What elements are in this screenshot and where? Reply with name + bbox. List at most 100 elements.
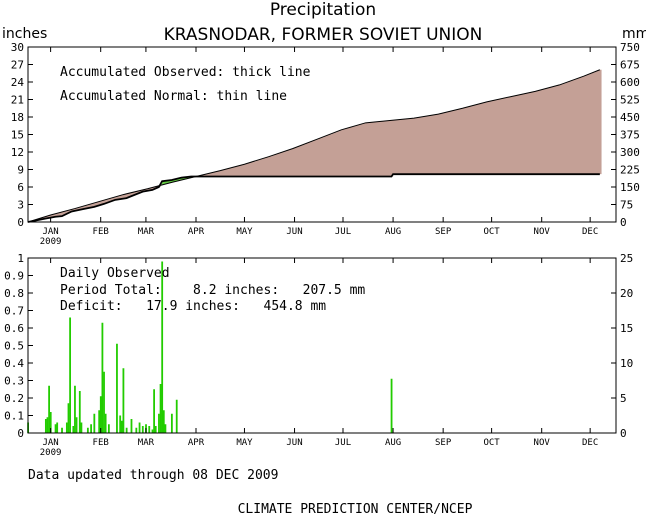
bottom-left-tick-label: 0.2 (4, 392, 24, 405)
top-right-tick-label: 0 (620, 216, 627, 229)
daily-bar (116, 343, 118, 433)
daily-bar (78, 391, 81, 433)
deficit-area (29, 69, 602, 222)
bottom-month-label: DEC (582, 438, 598, 448)
bottom-month-label: MAY (236, 438, 253, 448)
daily-bar (101, 322, 104, 433)
period-total-label: Period Total: 8.2 inches: 207.5 mm (60, 283, 365, 298)
daily-bar (135, 427, 138, 433)
daily-bar (153, 389, 155, 433)
daily-bar (99, 396, 102, 433)
daily-bar (161, 261, 164, 433)
bottom-left-tick-label: 0.7 (4, 305, 24, 318)
daily-bar (54, 424, 57, 433)
bottom-month-label: JAN (42, 438, 58, 448)
accumulated-normal-line (27, 69, 601, 223)
top-right-tick-label: 225 (620, 164, 640, 177)
daily-bar (93, 413, 96, 433)
top-left-tick-label: 24 (11, 76, 25, 89)
daily-bar (98, 410, 101, 433)
bottom-month-ticks: JAN FEB MAR APR MAY JUN JUL AUG SEP OCT NOV DEC 2009 (40, 258, 598, 458)
bottom-month-label: JUN (286, 438, 302, 448)
daily-bar (72, 426, 75, 433)
top-right-tick-label: 375 (620, 129, 640, 142)
bottom-month-label: SEP (435, 438, 452, 448)
top-month-label: SEP (435, 227, 452, 237)
daily-bar (158, 413, 160, 433)
accumulated-panel: 0 3 6 9 12 15 18 21 24 27 30 0 75 150 225 300 375 450 525… (11, 41, 640, 247)
right-unit-label: mm (622, 26, 646, 42)
daily-bar (148, 426, 151, 433)
bottom-left-tick-label: 0 (17, 427, 24, 440)
daily-observed-label: Daily Observed (60, 266, 170, 281)
top-left-ticks: 0 3 6 9 12 15 18 21 24 27 30 (11, 41, 33, 229)
daily-bar (162, 410, 165, 433)
daily-bar (175, 399, 178, 433)
daily-bar (44, 419, 47, 433)
daily-bar (67, 403, 70, 433)
bottom-month-label: OCT (483, 438, 500, 448)
chart-title: Precipitation (270, 0, 376, 20)
top-month-label: OCT (483, 227, 500, 237)
top-month-label: JAN (42, 227, 58, 237)
top-legend-observed: Accumulated Observed: thick line (60, 65, 311, 80)
top-month-label: MAY (236, 227, 253, 237)
daily-bar (46, 417, 49, 433)
daily-bar (65, 422, 68, 433)
top-right-ticks: 0 75 150 225 300 375 450 525 600 675 750 (611, 41, 640, 229)
daily-panel: 0 0.1 0.2 0.3 0.4 0.5 0.6 0.7 0.8 0.9 1 0 5 10 15 20 25… (4, 252, 633, 458)
top-right-tick-label: 150 (620, 181, 640, 194)
bottom-left-ticks: 0 0.1 0.2 0.3 0.4 0.5 0.6 0.7 0.8 0.9 1 (4, 252, 33, 440)
bottom-month-label: APR (188, 438, 205, 448)
top-left-tick-label: 18 (11, 111, 24, 124)
bottom-month-label: JUL (335, 438, 351, 448)
top-month-label: FEB (93, 227, 109, 237)
credit-line: CLIMATE PREDICTION CENTER/NCEP (238, 502, 473, 517)
daily-bar (125, 427, 128, 433)
top-left-tick-label: 12 (11, 146, 24, 159)
top-right-tick-label: 450 (620, 111, 640, 124)
top-left-tick-label: 21 (11, 94, 24, 107)
daily-bar (151, 429, 154, 433)
top-right-tick-label: 75 (620, 199, 633, 212)
bottom-right-tick-label: 20 (620, 287, 633, 300)
bottom-left-tick-label: 0.6 (4, 322, 24, 335)
top-right-tick-label: 600 (620, 76, 640, 89)
bottom-month-label: NOV (534, 438, 551, 448)
top-left-tick-label: 0 (17, 216, 24, 229)
daily-bar (120, 420, 123, 433)
top-left-tick-label: 9 (17, 164, 24, 177)
daily-bar (107, 424, 110, 433)
bottom-month-label: AUG (385, 438, 401, 448)
top-left-tick-label: 6 (17, 181, 24, 194)
daily-bar (74, 385, 76, 433)
daily-bar (80, 422, 83, 433)
bottom-left-tick-label: 0.5 (4, 340, 24, 353)
left-unit-label: inches (2, 26, 47, 42)
top-month-label: AUG (385, 227, 401, 237)
top-legend-normal: Accumulated Normal: thin line (60, 89, 287, 104)
daily-bar (154, 426, 157, 433)
daily-bar (56, 422, 59, 433)
daily-bar (69, 317, 71, 433)
top-left-tick-label: 3 (17, 199, 24, 212)
data-updated-note: Data updated through 08 DEC 2009 (28, 468, 278, 483)
daily-bar (103, 371, 105, 433)
daily-bar (390, 378, 393, 433)
daily-bar (122, 368, 125, 433)
top-right-tick-label: 675 (620, 59, 640, 72)
bottom-right-tick-label: 0 (620, 427, 627, 440)
daily-bar (75, 417, 78, 433)
daily-bar (104, 413, 107, 433)
top-year-label: 2009 (40, 237, 62, 247)
bottom-left-tick-label: 0.9 (4, 270, 24, 283)
bottom-right-tick-label: 10 (620, 357, 633, 370)
top-month-label: JUN (286, 227, 302, 237)
bottom-left-tick-label: 1 (17, 252, 24, 265)
daily-bars (27, 261, 393, 433)
daily-bar (90, 424, 92, 433)
top-left-tick-label: 30 (11, 41, 24, 54)
top-month-label: NOV (534, 227, 551, 237)
daily-bar (138, 422, 141, 433)
